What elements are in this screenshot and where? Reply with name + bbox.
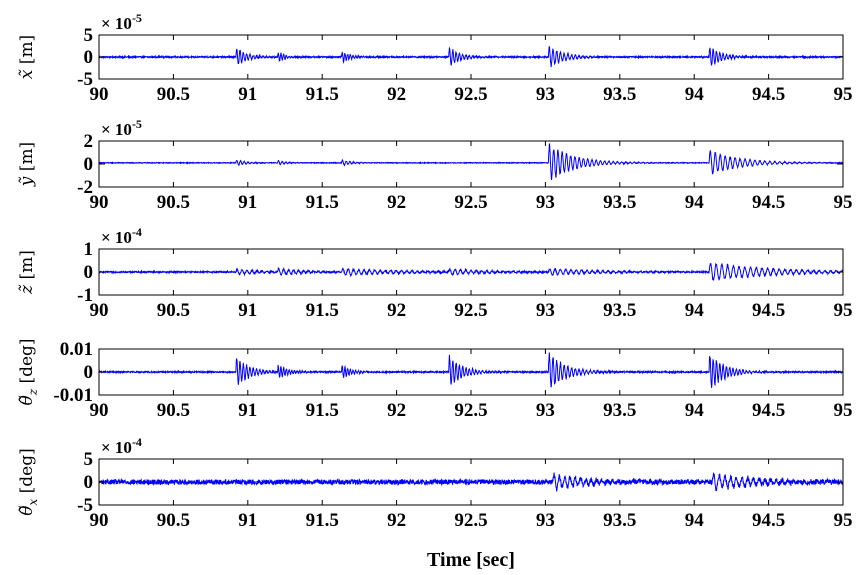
y-tick-label: 2 [84,131,94,152]
y-tick-label: 0 [84,362,94,383]
subplot-2: 90 90.5 91 91.5 92 92.5 93 93.5 94 94.5 95 -202 × 10… [17,117,853,213]
x-tick-label: 91.5 [306,84,339,105]
x-tick-label: 92 [387,400,406,421]
y-tick-label: 0 [84,472,94,493]
x-tick-label: 90 [90,400,109,421]
x-tick-label: 95 [834,192,853,213]
x-tick-label: 91 [238,400,257,421]
axis-multiplier: × 10-4 [101,435,142,457]
y-tick-label: -5 [77,495,93,516]
y-axis-label: θ̃x [deg] [17,448,40,516]
x-tick-label: 91 [238,510,257,531]
x-tick-label: 92 [387,192,406,213]
x-tick-label: 90.5 [157,84,190,105]
x-tick-label: 92.5 [454,84,487,105]
x-tick-label: 94.5 [752,400,785,421]
x-tick-label: 91.5 [306,400,339,421]
x-tick-label: 91 [238,84,257,105]
x-tick-label: 93.5 [603,300,636,321]
y-axis-label: z̃ [m] [17,250,37,295]
x-tick-label: 93 [536,84,555,105]
x-tick-label: 93 [536,300,555,321]
x-tick-label: 92 [387,84,406,105]
x-tick-label: 90 [90,84,109,105]
axis-multiplier: × 10-5 [101,117,142,139]
x-tick-label: 94.5 [752,510,785,531]
subplot-4: 90 90.5 91 91.5 92 92.5 93 93.5 94 94.5 95 -0.0100.… [17,338,853,421]
signal-line-5 [98,472,844,492]
axis-multiplier: × 10-5 [101,11,142,33]
x-tick-label: 90 [90,510,109,531]
x-tick-label: 93 [536,510,555,531]
y-tick-label: 1 [84,239,94,260]
subplot-1: 90 90.5 91 91.5 92 92.5 93 93.5 94 94.5 95 -505 × 10… [17,11,853,105]
y-tick-label: 0 [84,154,94,175]
y-axis-label: ỹ [m] [17,142,37,187]
x-tick-label: 94 [685,192,705,213]
y-tick-label: -2 [77,177,93,198]
x-tick-label: 90.5 [157,192,190,213]
axis-multiplier: × 10-4 [101,225,142,247]
x-tick-label: 95 [834,300,853,321]
x-tick-label: 93.5 [603,84,636,105]
y-tick-label: 0.01 [60,339,93,360]
x-tick-label: 91.5 [306,300,339,321]
x-tick-label: 92.5 [454,300,487,321]
signal-line-3 [98,262,844,281]
x-tick-label: 91.5 [306,192,339,213]
y-tick-label: 0 [84,262,94,283]
x-tick-label: 93.5 [603,192,636,213]
x-tick-label: 94 [685,300,705,321]
x-tick-label: 92.5 [454,510,487,531]
x-tick-label: 94 [685,84,705,105]
x-tick-label: 91.5 [306,510,339,531]
signal-line-1 [98,46,844,68]
x-axis-label: Time [sec] [427,549,515,571]
x-tick-label: 90 [90,192,109,213]
x-tick-label: 94 [685,510,705,531]
subplot-3: 90 90.5 91 91.5 92 92.5 93 93.5 94 94.5 95 -101 × 10… [17,225,853,321]
y-tick-label: -0.01 [53,385,93,406]
x-tick-label: 94.5 [752,300,785,321]
x-tick-label: 95 [834,510,853,531]
x-tick-label: 90.5 [157,510,190,531]
y-axis-label: x̃ [m] [17,35,37,79]
x-tick-label: 92.5 [454,192,487,213]
x-tick-label: 91 [238,192,257,213]
y-tick-label: 5 [84,25,94,46]
subplot-5: 90 90.5 91 91.5 92 92.5 93 93.5 94 94.5 95 -505 × 10… [17,435,853,531]
y-tick-label: -1 [77,285,93,306]
x-tick-label: 90 [90,300,109,321]
y-axis-label: θ̃z [deg] [17,338,40,405]
x-tick-label: 95 [834,84,853,105]
x-tick-label: 90.5 [157,400,190,421]
x-tick-label: 92 [387,510,406,531]
x-tick-label: 94.5 [752,84,785,105]
y-tick-label: 0 [84,47,94,68]
x-tick-label: 93 [536,192,555,213]
x-tick-label: 94 [685,400,705,421]
x-tick-label: 94.5 [752,192,785,213]
x-tick-label: 92.5 [454,400,487,421]
x-tick-label: 91 [238,300,257,321]
x-tick-label: 95 [834,400,853,421]
y-tick-label: -5 [77,69,93,90]
signal-line-2 [98,142,844,181]
x-tick-label: 93 [536,400,555,421]
x-tick-label: 93.5 [603,400,636,421]
signal-line-4 [98,352,844,388]
x-tick-label: 92 [387,300,406,321]
x-tick-label: 90.5 [157,300,190,321]
y-tick-label: 5 [84,449,94,470]
x-tick-label: 93.5 [603,510,636,531]
